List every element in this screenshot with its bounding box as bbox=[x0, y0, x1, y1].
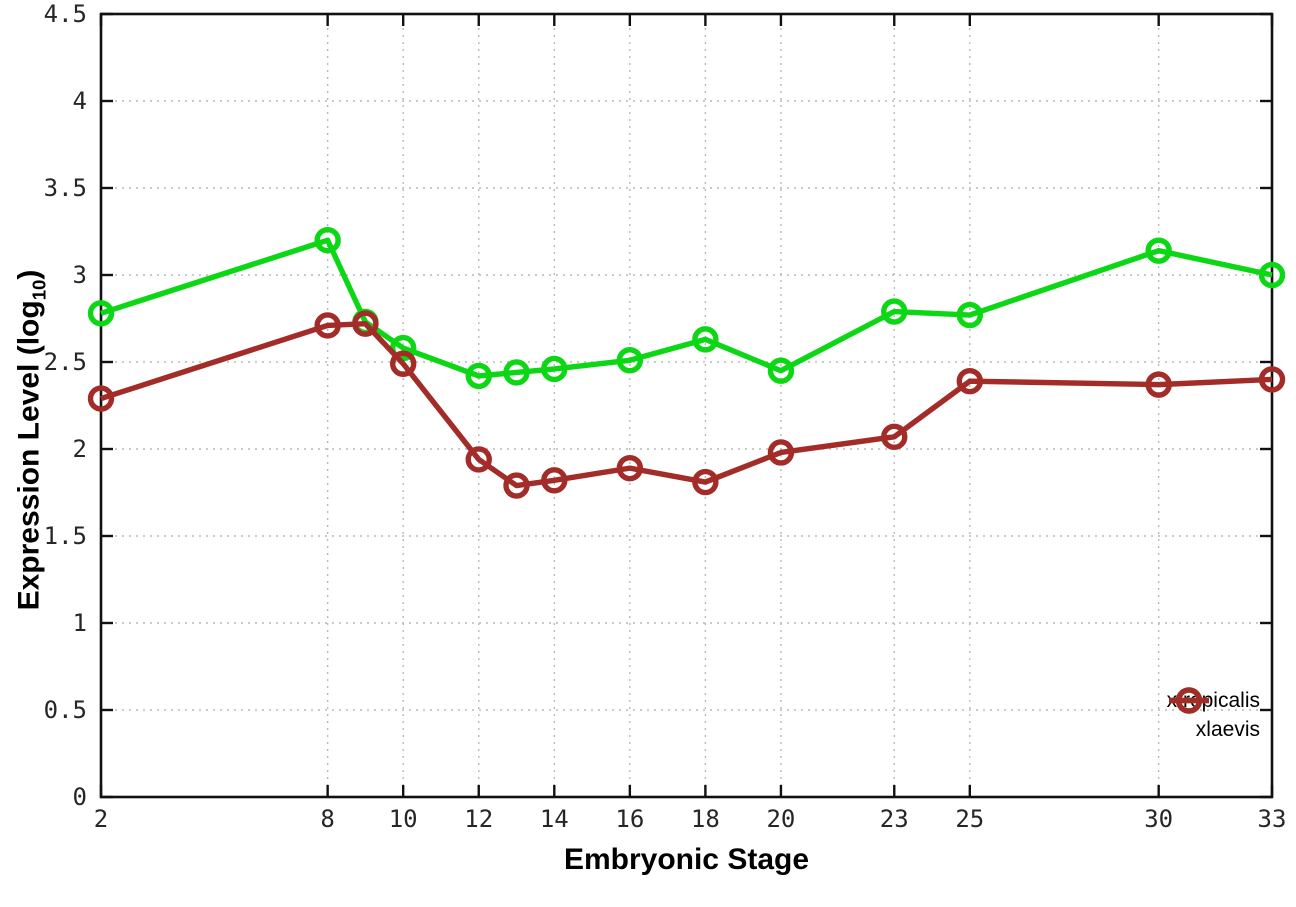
y-tick-label: 0 bbox=[73, 783, 87, 811]
series-line-xlaevis bbox=[100, 321, 1273, 489]
y-tick-label: 1 bbox=[73, 609, 87, 637]
x-tick-label: 10 bbox=[389, 805, 418, 833]
series-marker-xlaevis bbox=[389, 350, 417, 377]
series-marker-xtropicalis bbox=[767, 357, 795, 384]
series-marker-xlaevis bbox=[1145, 371, 1172, 398]
legend: xtropicalis xlaevis bbox=[1167, 686, 1260, 744]
x-tick-label: 12 bbox=[464, 805, 493, 833]
series-marker-xtropicalis bbox=[314, 226, 341, 254]
series-marker-xtropicalis bbox=[956, 301, 984, 329]
series-marker-xlaevis bbox=[352, 310, 379, 337]
x-tick-label: 30 bbox=[1144, 805, 1173, 833]
legend-key-xlaevis bbox=[1168, 687, 1209, 714]
series-marker-xlaevis bbox=[314, 312, 341, 339]
series-marker-xlaevis bbox=[503, 472, 530, 499]
x-tick-label: 8 bbox=[320, 805, 334, 833]
x-axis-title: Embryonic Stage bbox=[563, 843, 810, 876]
series-marker-xtropicalis bbox=[541, 355, 568, 383]
series-marker-xtropicalis bbox=[1145, 237, 1172, 264]
series-marker-xlaevis bbox=[1258, 366, 1286, 393]
x-tick-label: 23 bbox=[880, 805, 909, 833]
legend-label-xlaevis: xlaevis bbox=[1195, 717, 1260, 741]
plot-border bbox=[99, 12, 1274, 799]
series-marker-xtropicalis bbox=[692, 326, 719, 353]
y-tick-label: 1.5 bbox=[44, 522, 87, 550]
y-tick-label: 4 bbox=[73, 87, 87, 115]
y-tick-label: 4.5 bbox=[44, 0, 87, 28]
y-tick-label: 2 bbox=[73, 435, 87, 463]
series-marker-xtropicalis bbox=[616, 347, 644, 374]
series-marker-xtropicalis bbox=[87, 300, 115, 327]
series-marker-xtropicalis bbox=[503, 359, 530, 386]
legend-label-xtropicalis: xtropicalis bbox=[1166, 688, 1260, 712]
series-marker-xtropicalis bbox=[881, 298, 908, 325]
x-tick-label: 18 bbox=[691, 805, 720, 833]
x-tick-label: 14 bbox=[540, 805, 569, 833]
series-marker-xtropicalis bbox=[1258, 261, 1286, 289]
series-line-xtropicalis bbox=[100, 237, 1273, 379]
x-tick-label: 33 bbox=[1258, 805, 1287, 833]
series-marker-xlaevis bbox=[692, 468, 719, 496]
x-tick-label: 20 bbox=[766, 805, 795, 833]
series-marker-xtropicalis bbox=[465, 362, 492, 390]
series-marker-xlaevis bbox=[87, 385, 115, 412]
y-tick-label: 3.5 bbox=[44, 174, 87, 202]
series-marker-xlaevis bbox=[465, 446, 492, 473]
legend-item-xlaevis: xlaevis bbox=[1168, 687, 1260, 744]
series-marker-xlaevis bbox=[767, 439, 795, 466]
y-tick-label: 3 bbox=[73, 261, 87, 289]
x-tick-label: 2 bbox=[94, 805, 108, 833]
x-tick-label: 25 bbox=[955, 805, 984, 833]
y-tick-label: 2.5 bbox=[44, 348, 87, 376]
y-tick-label: 0.5 bbox=[44, 696, 87, 724]
x-tick-label: 16 bbox=[615, 805, 644, 833]
legend-key-marker-icon bbox=[1175, 687, 1202, 714]
series-marker-xlaevis bbox=[881, 423, 908, 451]
series-marker-xlaevis bbox=[956, 367, 984, 395]
series-marker-xlaevis bbox=[616, 454, 644, 482]
series-marker-xtropicalis bbox=[389, 334, 417, 362]
series-marker-xlaevis bbox=[541, 467, 568, 494]
